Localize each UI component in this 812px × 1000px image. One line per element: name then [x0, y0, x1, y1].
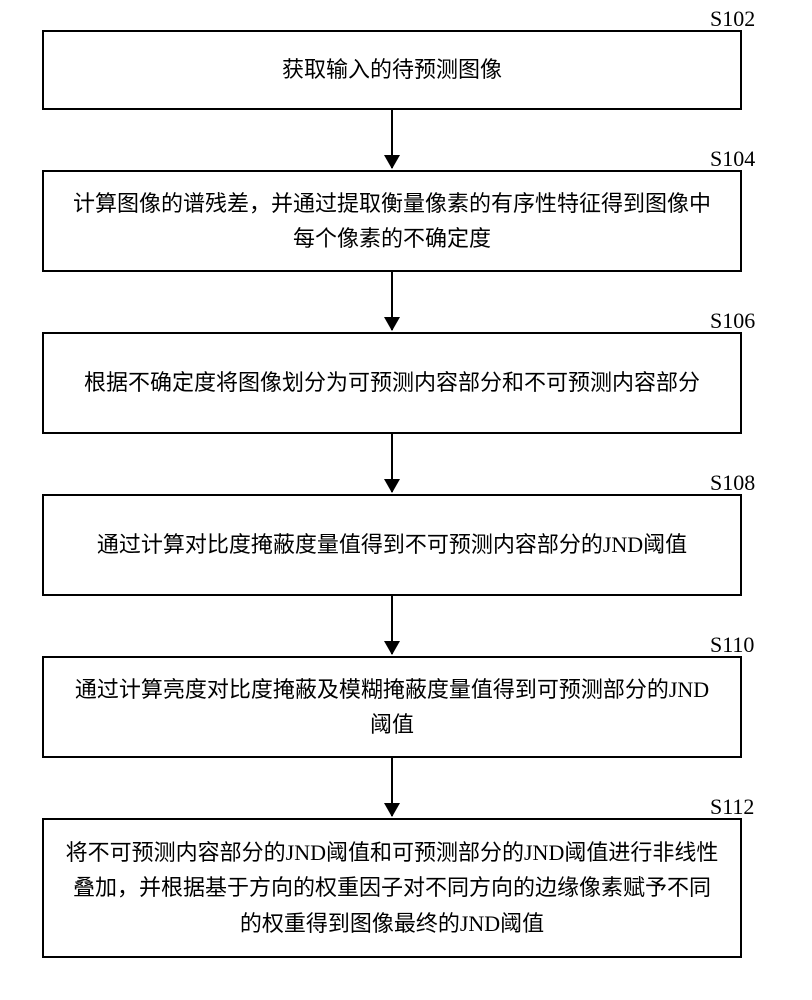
- node-text: 获取输入的待预测图像: [282, 52, 502, 87]
- flowchart-node-s104: 计算图像的谱残差，并通过提取衡量像素的有序性特征得到图像中每个像素的不确定度: [42, 170, 742, 272]
- node-text: 通过计算对比度掩蔽度量值得到不可预测内容部分的JND阈值: [97, 527, 687, 562]
- flowchart-node-s110: 通过计算亮度对比度掩蔽及模糊掩蔽度量值得到可预测部分的JND阈值: [42, 656, 742, 758]
- flow-arrow: [391, 758, 393, 816]
- step-label-s112: S112: [710, 794, 754, 820]
- step-label-s110: S110: [710, 632, 754, 658]
- node-text: 计算图像的谱残差，并通过提取衡量像素的有序性特征得到图像中每个像素的不确定度: [64, 186, 720, 256]
- flowchart-node-s102: 获取输入的待预测图像: [42, 30, 742, 110]
- flow-arrow: [391, 596, 393, 654]
- step-label-s106: S106: [710, 308, 755, 334]
- flow-arrow: [391, 110, 393, 168]
- flowchart-container: S102 获取输入的待预测图像 S104 计算图像的谱残差，并通过提取衡量像素的…: [0, 0, 812, 1000]
- node-text: 将不可预测内容部分的JND阈值和可预测部分的JND阈值进行非线性叠加，并根据基于…: [64, 835, 720, 941]
- flowchart-node-s108: 通过计算对比度掩蔽度量值得到不可预测内容部分的JND阈值: [42, 494, 742, 596]
- node-text: 通过计算亮度对比度掩蔽及模糊掩蔽度量值得到可预测部分的JND阈值: [64, 672, 720, 742]
- step-label-s102: S102: [710, 6, 755, 32]
- step-label-s104: S104: [710, 146, 755, 172]
- step-label-s108: S108: [710, 470, 755, 496]
- node-text: 根据不确定度将图像划分为可预测内容部分和不可预测内容部分: [84, 365, 700, 400]
- flowchart-node-s112: 将不可预测内容部分的JND阈值和可预测部分的JND阈值进行非线性叠加，并根据基于…: [42, 818, 742, 958]
- flow-arrow: [391, 434, 393, 492]
- flow-arrow: [391, 272, 393, 330]
- flowchart-node-s106: 根据不确定度将图像划分为可预测内容部分和不可预测内容部分: [42, 332, 742, 434]
